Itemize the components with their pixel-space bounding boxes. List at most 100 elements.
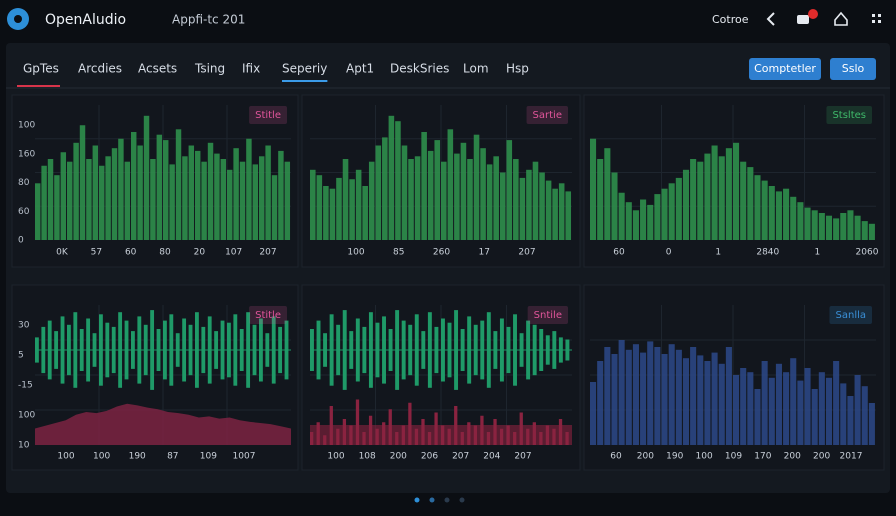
x-tick-label: 100 bbox=[93, 452, 110, 462]
bar bbox=[640, 352, 647, 445]
user-name[interactable]: Cotroe bbox=[712, 13, 749, 26]
grid-icon[interactable] bbox=[872, 14, 881, 23]
tab[interactable]: Apt1 bbox=[346, 62, 374, 76]
bar bbox=[486, 164, 493, 240]
bar bbox=[201, 161, 207, 240]
bar bbox=[632, 210, 639, 240]
bar bbox=[414, 156, 421, 240]
bar bbox=[868, 403, 875, 445]
bar bbox=[182, 156, 188, 240]
bar bbox=[768, 377, 775, 445]
x-tick-label: 2017 bbox=[840, 452, 863, 462]
tab[interactable]: Hsp bbox=[506, 62, 529, 76]
bar bbox=[35, 183, 41, 240]
bar bbox=[79, 125, 86, 240]
x-tick-label: 1 bbox=[815, 248, 821, 258]
bar bbox=[783, 372, 790, 445]
page-dot[interactable] bbox=[444, 497, 450, 503]
bar bbox=[625, 349, 632, 445]
bar bbox=[775, 363, 782, 445]
back-icon[interactable] bbox=[766, 12, 775, 26]
bar bbox=[239, 161, 246, 240]
bar bbox=[233, 148, 239, 240]
bar bbox=[150, 159, 156, 240]
bar bbox=[382, 137, 388, 240]
bar bbox=[754, 175, 761, 240]
spike bbox=[441, 425, 445, 445]
bar bbox=[252, 164, 259, 240]
tab[interactable]: Tsing bbox=[194, 62, 225, 76]
bar bbox=[539, 172, 545, 240]
bar bbox=[473, 134, 480, 240]
page-dot[interactable] bbox=[459, 497, 465, 503]
page-dot[interactable] bbox=[414, 497, 420, 503]
spike bbox=[513, 432, 517, 445]
bar bbox=[761, 180, 768, 240]
button[interactable] bbox=[749, 58, 821, 80]
x-tick-label: 100 bbox=[327, 452, 344, 462]
bar bbox=[447, 129, 454, 240]
tab[interactable]: GpTes bbox=[23, 62, 59, 76]
tab[interactable]: Ifix bbox=[242, 62, 260, 76]
x-tick-label: 85 bbox=[393, 248, 404, 258]
tab[interactable]: Arcdies bbox=[78, 62, 122, 76]
notification-icon[interactable] bbox=[797, 15, 809, 24]
x-tick-label: 260 bbox=[433, 248, 450, 258]
bar bbox=[825, 377, 833, 445]
bar bbox=[711, 145, 718, 240]
button-label[interactable]: Sslo bbox=[842, 62, 865, 75]
tab[interactable]: DeskSries bbox=[390, 62, 449, 76]
bar bbox=[833, 361, 840, 445]
tab[interactable]: Acsets bbox=[138, 62, 177, 76]
bar bbox=[480, 148, 486, 240]
bar bbox=[611, 354, 618, 445]
button-label[interactable]: Comptetler bbox=[754, 62, 816, 75]
bar bbox=[388, 115, 395, 240]
bar bbox=[60, 152, 67, 240]
spike bbox=[395, 432, 399, 445]
bar bbox=[754, 389, 761, 445]
bar bbox=[611, 172, 618, 240]
bar bbox=[73, 142, 79, 240]
x-tick-label: 20 bbox=[194, 248, 206, 258]
bar bbox=[604, 347, 611, 445]
chart-panel: Stsltes 60 0 1 2840 1 2060 bbox=[583, 94, 885, 268]
spike bbox=[499, 428, 504, 445]
bar bbox=[558, 183, 565, 240]
bar bbox=[747, 167, 754, 240]
bar bbox=[169, 164, 175, 240]
page-dot[interactable] bbox=[429, 497, 435, 503]
spike bbox=[558, 419, 563, 445]
bar bbox=[143, 115, 150, 240]
subtitle: Appfi-tc 201 bbox=[172, 13, 245, 27]
bar bbox=[647, 341, 654, 445]
chart-panel: Stitle 100 160 80 60 0 0K 57 60 80 20 107 207 bbox=[11, 94, 299, 268]
bar bbox=[790, 196, 797, 240]
spike bbox=[414, 428, 419, 445]
x-tick-label: 1007 bbox=[233, 452, 256, 462]
spike bbox=[493, 419, 497, 445]
bar bbox=[441, 161, 447, 240]
bar bbox=[733, 142, 740, 240]
chart-panel: Stitle 30 5 -15 100 10 100 100 190 87 109 1007 bbox=[11, 284, 299, 471]
bar bbox=[804, 207, 811, 240]
bar bbox=[725, 347, 732, 445]
bar bbox=[545, 180, 552, 240]
x-tick-label: 190 bbox=[129, 452, 146, 462]
x-tick-label: 17 bbox=[479, 248, 490, 258]
spike bbox=[467, 422, 471, 445]
bar bbox=[220, 159, 227, 240]
tab[interactable]: Seperiy bbox=[282, 62, 327, 76]
bar bbox=[493, 156, 499, 240]
x-tick-label: 170 bbox=[754, 452, 771, 462]
bar bbox=[137, 145, 143, 240]
button[interactable] bbox=[830, 58, 876, 80]
bar bbox=[761, 361, 768, 445]
bar bbox=[316, 175, 323, 240]
bar bbox=[99, 165, 105, 240]
tab[interactable]: Lom bbox=[463, 62, 489, 76]
bar bbox=[868, 223, 875, 240]
home-icon[interactable] bbox=[834, 11, 848, 26]
bar bbox=[840, 383, 847, 445]
